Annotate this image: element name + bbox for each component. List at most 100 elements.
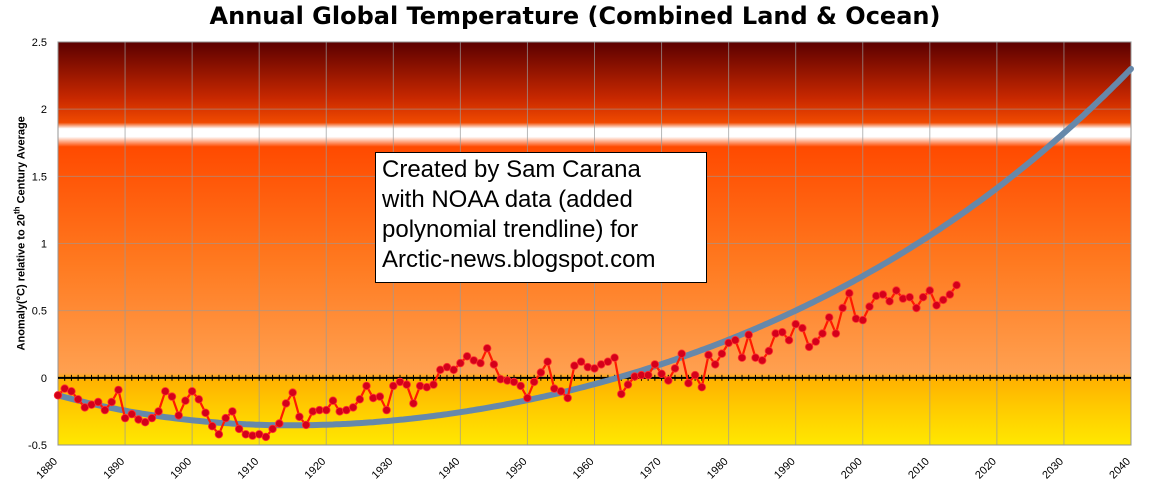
data-point — [369, 393, 378, 403]
data-point — [221, 413, 230, 423]
data-point — [114, 385, 123, 395]
data-point — [831, 329, 841, 338]
data-point — [912, 303, 921, 313]
data-point — [623, 380, 633, 389]
data-point — [610, 353, 619, 362]
data-point — [717, 349, 727, 358]
chart-title: Annual Global Temperature (Combined Land… — [209, 2, 941, 30]
data-point — [308, 407, 317, 416]
x-tick-label: 1960 — [571, 456, 597, 482]
annotation-line: polynomial trendline) for — [382, 216, 639, 243]
data-point — [281, 399, 291, 408]
data-point — [462, 352, 472, 361]
data-point — [140, 418, 150, 427]
x-tick-label: 2010 — [906, 456, 932, 482]
data-point — [704, 350, 713, 360]
annotation-line: Created by Sam Carana — [382, 156, 641, 183]
data-point — [503, 376, 512, 385]
data-point — [771, 329, 780, 338]
data-point — [409, 399, 418, 408]
data-point — [53, 391, 63, 400]
annotation-line: with NOAA data (added — [382, 186, 633, 213]
x-tick-label: 1980 — [705, 456, 731, 482]
data-point — [858, 315, 867, 325]
data-point — [73, 395, 83, 404]
data-point — [892, 286, 901, 295]
data-point — [288, 388, 297, 397]
data-point — [201, 408, 210, 417]
data-point — [825, 313, 834, 322]
data-point — [161, 387, 170, 396]
x-tick-label: 1990 — [772, 456, 798, 482]
data-point — [670, 364, 680, 373]
data-point — [570, 361, 579, 370]
data-point — [449, 365, 458, 374]
x-tick-label: 1950 — [504, 456, 530, 482]
data-point — [536, 368, 546, 377]
data-point — [402, 380, 411, 389]
data-point — [107, 397, 116, 407]
y-axis-ticks: -0.5 0 0.5 1 1.5 2 2.5 — [28, 37, 47, 452]
data-point — [684, 379, 693, 388]
data-point — [603, 357, 613, 366]
data-point — [389, 381, 398, 391]
y-tick-label: 1 — [41, 239, 47, 251]
data-point — [764, 346, 774, 356]
x-tick-label: 2030 — [1040, 456, 1066, 482]
data-point — [845, 289, 854, 298]
data-point — [496, 375, 505, 384]
data-point — [523, 393, 532, 403]
data-point — [174, 411, 183, 420]
y-tick-label: 0.5 — [32, 306, 47, 318]
data-point — [744, 330, 753, 339]
data-point — [241, 430, 250, 439]
data-point — [382, 405, 391, 415]
data-point — [690, 370, 700, 380]
y-tick-label: 1.5 — [32, 171, 47, 183]
data-point — [778, 328, 787, 337]
y-tick-label: 2 — [41, 104, 47, 116]
data-point — [758, 356, 767, 365]
data-point — [93, 397, 103, 407]
data-point — [711, 360, 720, 369]
data-point — [322, 405, 331, 415]
data-point — [234, 424, 244, 434]
x-tick-label: 2000 — [839, 456, 865, 482]
annotation-line: Arctic-news.blogspot.com — [382, 246, 656, 273]
y-tick-label: 0 — [41, 373, 47, 385]
y-tick-label: -0.5 — [28, 440, 47, 452]
data-point — [952, 280, 961, 290]
data-point — [456, 358, 465, 368]
data-point — [301, 420, 311, 430]
data-point — [362, 381, 371, 391]
x-tick-label: 1910 — [236, 456, 262, 482]
data-point — [644, 370, 653, 380]
data-point — [731, 336, 740, 345]
data-point — [791, 319, 800, 329]
data-point — [476, 358, 485, 368]
data-point — [851, 314, 861, 323]
data-point — [194, 395, 203, 404]
data-point — [375, 392, 385, 401]
data-point — [945, 290, 955, 299]
temperature-series — [53, 280, 961, 442]
data-point — [248, 431, 257, 440]
data-point — [697, 383, 706, 392]
data-point — [677, 349, 686, 358]
data-point — [650, 360, 660, 369]
data-point — [489, 360, 499, 369]
y-axis-label: Anomaly(°C) relative to 20th Century Ave… — [12, 116, 28, 351]
data-point — [737, 353, 747, 362]
data-point — [67, 387, 76, 396]
data-point — [529, 377, 539, 387]
data-point — [261, 432, 271, 442]
data-point — [429, 380, 438, 389]
data-point — [556, 387, 566, 396]
x-tick-label: 1970 — [638, 456, 664, 482]
data-point — [583, 362, 592, 372]
data-point — [811, 337, 820, 346]
data-point — [885, 297, 894, 306]
data-point — [664, 376, 673, 385]
data-point — [872, 291, 881, 301]
data-point — [878, 290, 888, 299]
